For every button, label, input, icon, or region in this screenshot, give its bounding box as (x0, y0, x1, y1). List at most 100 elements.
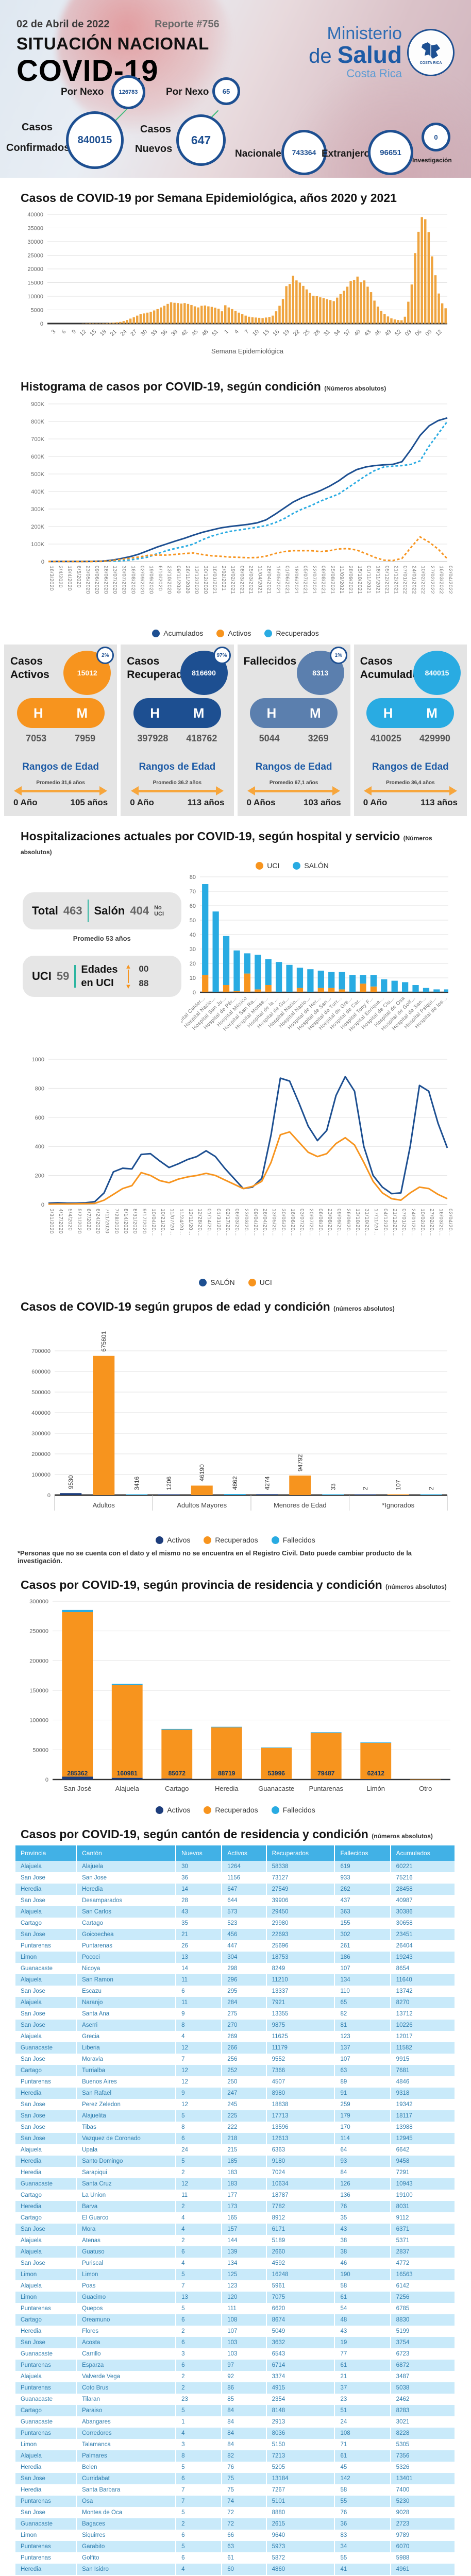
table-cell: 155 (334, 1918, 391, 1929)
table-row: Puntarenas Puntarenas 26 447 25696 261 26404 (15, 1940, 456, 1952)
casos-nuevos-label2: Nuevos (135, 143, 173, 155)
svg-text:500K: 500K (31, 471, 44, 478)
svg-text:24/01/20...: 24/01/20... (410, 1209, 416, 1236)
report-number: Reporte #756 (155, 19, 220, 30)
table-cell: 18117 (390, 2110, 456, 2122)
table-cell: Curridabat (76, 2473, 177, 2484)
table-cell: 296 (222, 1974, 267, 1986)
canton-table-section: Casos por COVID-19, según cantón de resi… (0, 1827, 471, 2576)
table-cell: 6723 (390, 2348, 456, 2360)
svg-text:100000: 100000 (31, 1472, 51, 1478)
table-row: Cartago La Union 11 177 18787 136 19100 (15, 2190, 456, 2201)
table-cell: 14 (176, 1963, 223, 1974)
table-cell: 35 (334, 2212, 391, 2224)
table-row: San Jose Vazquez de Coronado 6 218 12613 114 1… (15, 2133, 456, 2144)
table-row: Limon Siquirres 6 66 9640 83 9789 (15, 2530, 456, 2541)
table-cell: 58 (334, 2484, 391, 2496)
table-cell: 107 (334, 2054, 391, 2065)
svg-text:20: 20 (189, 961, 195, 967)
table-cell: 84 (222, 2428, 267, 2439)
canton-title: Casos por COVID-19, según cantón de resi… (21, 1827, 433, 1841)
table-cell: 13 (176, 1952, 223, 1963)
table-cell: 304 (222, 1952, 267, 1963)
table-cell: Pococi (76, 1952, 177, 1963)
table-cell: 64 (334, 2144, 391, 2156)
svg-text:88719: 88719 (218, 1770, 236, 1777)
column-header: Fallecidos (334, 1845, 391, 1861)
svg-text:100K: 100K (31, 541, 44, 548)
table-row: Alajuela Naranjo 11 284 7921 65 8270 (15, 1997, 456, 2008)
table-cell: 9 (176, 2088, 223, 2099)
svg-text:08/03/2021: 08/03/2021 (239, 566, 244, 594)
table-cell: 6543 (266, 2348, 335, 2360)
legend-item: Activos (156, 1536, 190, 1544)
card-promedio: Promedio 36.2 años (153, 780, 202, 786)
table-cell: 4961 (390, 2564, 456, 2575)
svg-text:8/31/2020: 8/31/2020 (132, 1209, 138, 1234)
table-cell: Heredia (15, 2564, 77, 2575)
table-cell: 215 (222, 2144, 267, 2156)
table-cell: 19100 (390, 2190, 456, 2201)
hosp-title: Hospitalizaciones actuales por COVID-19,… (21, 829, 432, 856)
table-cell: 11 (176, 1997, 223, 2008)
extranjeros-label: Extranjeros (322, 148, 376, 159)
svg-text:2: 2 (362, 1487, 369, 1490)
svg-text:300000: 300000 (31, 1431, 51, 1437)
svg-text:600: 600 (35, 1115, 44, 1121)
casos-confirmados-circle: 840015 (66, 111, 124, 169)
svg-text:46: 46 (374, 329, 382, 337)
svg-text:10/04/20...: 10/04/20... (150, 1209, 156, 1236)
table-cell: San Rafael (76, 2088, 177, 2099)
svg-text:16: 16 (272, 329, 280, 337)
table-cell: 73127 (266, 1872, 335, 1884)
table-cell: 24 (176, 2144, 223, 2156)
por-nexo-label-1: Por Nexo (61, 87, 104, 97)
svg-text:5/4/2020: 5/4/2020 (67, 1209, 73, 1231)
table-cell: Cartago (15, 2314, 77, 2326)
card-age-min: 0 Año (130, 798, 154, 807)
svg-text:20/07/20...: 20/07/20... (308, 1209, 314, 1236)
por-nexo-circle-2: 65 (212, 77, 240, 105)
table-cell: Alajuela (15, 2450, 77, 2462)
table-cell: 23 (176, 2394, 223, 2405)
weekly-bar-chart: 0 5000 10000 15000 20000 25000 30000 35000 40000… (27, 212, 447, 355)
svg-text:9/17/2020: 9/17/2020 (141, 1209, 147, 1234)
table-row: San Jose Curridabat 6 75 13184 142 13401 (15, 2473, 456, 2484)
svg-text:0: 0 (47, 1493, 51, 1499)
svg-text:53996: 53996 (268, 1770, 285, 1777)
svg-text:11/09/2021: 11/09/2021 (339, 566, 344, 594)
table-cell: Guanacaste (15, 1963, 77, 1974)
svg-text:0: 0 (40, 321, 43, 327)
table-cell: 9028 (390, 2507, 456, 2518)
svg-text:Guanacaste: Guanacaste (258, 1785, 294, 1792)
svg-text:19/09/2020: 19/09/2020 (148, 566, 154, 594)
svg-text:800: 800 (35, 1086, 44, 1092)
table-cell: 9318 (390, 2088, 456, 2099)
table-row: Puntarenas Buenos Aires 12 250 4507 89 4846 (15, 2076, 456, 2088)
svg-text:0: 0 (41, 559, 44, 565)
table-cell: 262 (334, 1884, 391, 1895)
table-cell: Alajuela (15, 1974, 77, 1986)
table-cell: 5371 (390, 2235, 456, 2246)
table-cell: Oreamuno (76, 2314, 177, 2326)
table-cell: 61 (334, 2450, 391, 2462)
svg-text:27: 27 (129, 329, 138, 337)
table-row: Guanacaste Carrillo 3 103 6543 77 6723 (15, 2348, 456, 2360)
table-cell: 5 (176, 2507, 223, 2518)
table-row: Limon Limon 5 125 16248 190 16563 (15, 2269, 456, 2280)
table-cell: 245 (222, 2099, 267, 2110)
svg-text:02/17/20...: 02/17/20... (225, 1209, 230, 1236)
table-cell: 6 (176, 2530, 223, 2541)
table-cell: San Jose (15, 2337, 77, 2348)
table-cell: Moravia (76, 2054, 177, 2065)
table-cell: Coto Brus (76, 2382, 177, 2394)
table-cell: 30 (176, 1861, 223, 1872)
svg-text:Cartago: Cartago (165, 1785, 189, 1792)
svg-text:16/01/2021: 16/01/2021 (212, 566, 217, 594)
table-cell: Guanacaste (15, 2416, 77, 2428)
table-row: San Jose Tibas 8 222 13596 170 13988 (15, 2122, 456, 2133)
table-cell: 2 (176, 2518, 223, 2530)
table-cell: 5230 (390, 2496, 456, 2507)
